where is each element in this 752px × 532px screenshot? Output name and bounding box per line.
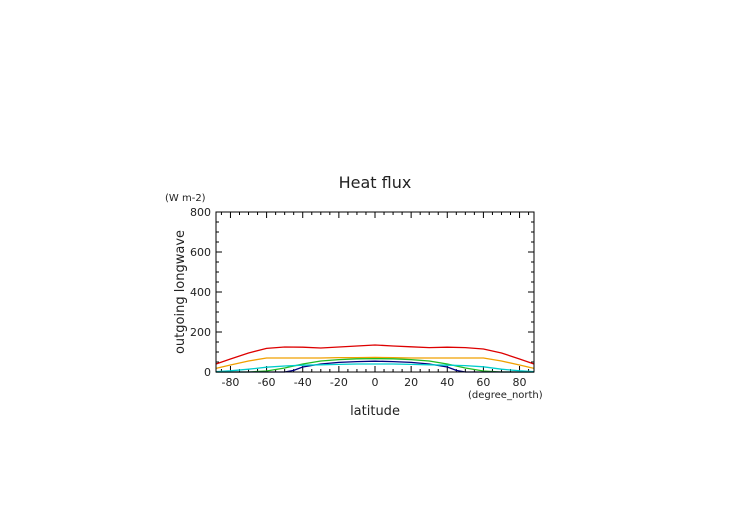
x-tick-label: -60 [258, 376, 276, 389]
x-tick-label: -20 [330, 376, 348, 389]
y-tick-label: 0 [204, 366, 211, 379]
series-layer [215, 344, 535, 373]
x-tick-label: 20 [404, 376, 418, 389]
x-axis-unit: (degree_north) [468, 390, 543, 401]
x-tick-label: -80 [221, 376, 239, 389]
y-tick-label: 600 [190, 246, 211, 259]
series-line-2 [215, 356, 535, 370]
series-line-4 [216, 360, 534, 373]
series-line-5 [215, 363, 535, 373]
y-tick-label: 400 [190, 286, 211, 299]
series-line-1 [215, 344, 535, 365]
x-tick-label: 60 [476, 376, 490, 389]
series-line-3 [216, 357, 534, 373]
axis-ticks [216, 211, 534, 373]
y-axis-label: outgoing longwave [173, 230, 188, 354]
x-tick-label: 0 [372, 376, 379, 389]
plot-frame [215, 211, 535, 373]
x-axis-label: latitude [350, 404, 400, 419]
y-tick-label: 800 [190, 206, 211, 219]
x-tick-label: 80 [513, 376, 527, 389]
x-tick-label: -40 [294, 376, 312, 389]
chart-title: Heat flux [339, 173, 412, 192]
y-tick-label: 200 [190, 326, 211, 339]
y-axis-unit: (W m-2) [165, 193, 206, 204]
x-tick-label: 40 [440, 376, 454, 389]
